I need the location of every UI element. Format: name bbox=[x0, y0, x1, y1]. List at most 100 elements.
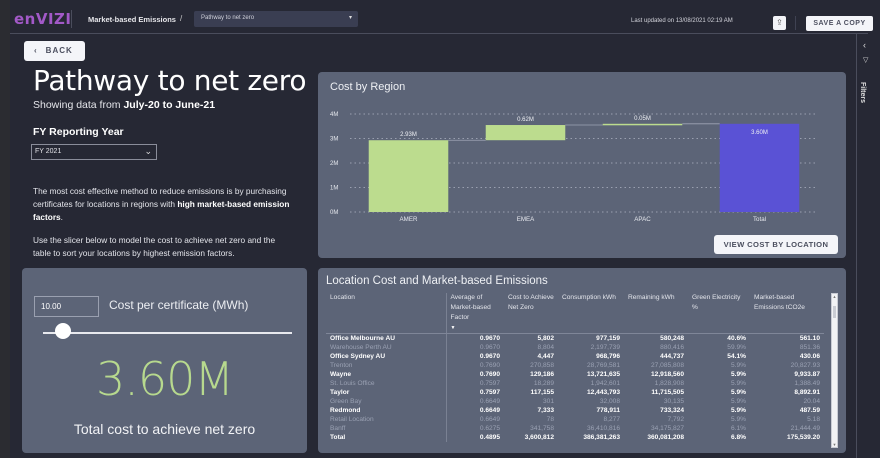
table-cell: 175,539.20 bbox=[786, 434, 820, 441]
table-cell: 20.04 bbox=[803, 398, 820, 405]
export-icon: ⇪ bbox=[776, 18, 783, 27]
table-row[interactable]: Trenton 0.7690 270,858 28,769,581 27,085,808… bbox=[326, 361, 824, 370]
location-name-cell: Office Melbourne AU bbox=[326, 333, 447, 343]
scroll-up-arrow-icon[interactable]: ▲ bbox=[832, 294, 837, 299]
table-cell: 3,600,812 bbox=[524, 434, 554, 441]
table-cell: 0.6649 bbox=[479, 416, 500, 423]
subtitle-prefix: Showing data from bbox=[33, 99, 124, 111]
table-cell: 6.8% bbox=[730, 434, 746, 441]
table-scrollbar[interactable]: ▲ ▼ bbox=[831, 293, 838, 448]
table-row[interactable]: Banff 0.6275 341,758 36,410,816 34,175,827 6.… bbox=[326, 424, 824, 433]
y-tick-label: 0M bbox=[330, 210, 338, 216]
location-name-cell: Trenton bbox=[326, 361, 447, 370]
location-name-cell: Warehouse Perth AU bbox=[326, 343, 447, 352]
top-bar: enVIZI Market-based Emissions / Pathway … bbox=[10, 4, 873, 34]
table-cell: 977,159 bbox=[596, 335, 620, 342]
location-name-cell: Taylor bbox=[326, 388, 447, 397]
table-cell: 12,443,793 bbox=[586, 389, 620, 396]
column-header-location[interactable]: Location bbox=[326, 293, 447, 334]
table-cell: 1,828,908 bbox=[654, 380, 684, 387]
save-a-copy-button[interactable]: SAVE A COPY bbox=[806, 16, 873, 31]
cost-slider-track[interactable] bbox=[43, 332, 292, 334]
chevron-down-icon: ⌄ bbox=[144, 146, 152, 156]
page-select-dropdown[interactable]: Pathway to net zero ▾ bbox=[194, 11, 358, 27]
sort-descending-icon[interactable]: ▼ bbox=[450, 325, 456, 331]
table-cell: 129,186 bbox=[530, 371, 554, 378]
table-row[interactable]: Green Bay 0.6649 301 32,008 30,135 5.9% 20.04 bbox=[326, 397, 824, 406]
location-cost-table-card: Location Cost and Market-based Emissions… bbox=[318, 268, 846, 453]
table-cell: 5.9% bbox=[730, 416, 746, 423]
table-cell: 30,135 bbox=[663, 398, 684, 405]
table-header-row: Location Average of Market-based Factor ▼… bbox=[326, 293, 824, 334]
table-cell: 1,388.49 bbox=[794, 380, 820, 387]
table-cell: 778,911 bbox=[596, 407, 620, 414]
table-title: Location Cost and Market-based Emissions bbox=[326, 275, 548, 287]
table-cell: 18,289 bbox=[533, 380, 554, 387]
location-name-cell: Office Sydney AU bbox=[326, 352, 447, 361]
table-row[interactable]: St. Louis Office 0.7597 18,289 1,942,601 1,8… bbox=[326, 379, 824, 388]
table-row[interactable]: Warehouse Perth AU 0.9670 8,804 2,197,739 88… bbox=[326, 343, 824, 352]
table-cell: 733,324 bbox=[660, 407, 684, 414]
table-cell: 0.7690 bbox=[479, 362, 500, 369]
bar-apac[interactable] bbox=[602, 123, 683, 126]
location-name-cell: Green Bay bbox=[326, 397, 447, 406]
column-header-green-electricity[interactable]: Green Electricity % bbox=[688, 293, 750, 334]
table-cell: 5.9% bbox=[730, 398, 746, 405]
table-cell: 4,447 bbox=[537, 353, 554, 360]
subtitle-range: July-20 to June-21 bbox=[123, 99, 216, 111]
cost-per-certificate-input[interactable]: 10.00 bbox=[34, 296, 99, 317]
export-button[interactable]: ⇪ bbox=[773, 16, 786, 30]
back-button[interactable]: ‹ BACK bbox=[24, 41, 85, 61]
table-row[interactable]: Office Melbourne AU 0.9670 5,802 977,159 580… bbox=[326, 333, 824, 343]
back-label: BACK bbox=[45, 46, 73, 55]
table-cell: 34,175,827 bbox=[650, 425, 684, 432]
table-cell: 11,715,505 bbox=[651, 389, 684, 396]
column-header-cost[interactable]: Cost to Achieve Net Zero bbox=[504, 293, 558, 334]
view-cost-by-location-button[interactable]: VIEW COST BY LOCATION bbox=[714, 235, 838, 254]
table-cell: 880,416 bbox=[660, 344, 684, 351]
x-tick-label: APAC bbox=[634, 216, 651, 223]
table-cell: 5.9% bbox=[730, 380, 746, 387]
table-cell: 444,737 bbox=[660, 353, 684, 360]
filters-pane[interactable]: ‹ ▽ Filters bbox=[856, 34, 880, 458]
table-cell: 270,858 bbox=[530, 362, 554, 369]
y-tick-label: 1M bbox=[330, 186, 338, 192]
chevron-left-icon: ‹ bbox=[34, 46, 38, 55]
chevron-left-icon[interactable]: ‹ bbox=[863, 40, 866, 50]
data-label: 2.93M bbox=[400, 132, 417, 138]
scroll-down-arrow-icon[interactable]: ▼ bbox=[832, 442, 837, 447]
table-cell: 580,248 bbox=[660, 335, 684, 342]
table-cell: 0.6275 bbox=[479, 425, 500, 432]
table-cell: 5.9% bbox=[730, 407, 746, 414]
cost-slider-handle[interactable] bbox=[54, 323, 71, 339]
table-row[interactable]: Redmond 0.6649 7,333 778,911 733,324 5.9% 487.… bbox=[326, 406, 824, 415]
column-header-remaining[interactable]: Remaining kWh bbox=[624, 293, 688, 334]
description-end: . bbox=[60, 212, 63, 222]
bar-amer[interactable] bbox=[368, 140, 449, 212]
table-cell: 9,933.87 bbox=[794, 371, 820, 378]
table-cell: 7,333 bbox=[537, 407, 554, 414]
location-name-cell: Banff bbox=[326, 424, 447, 433]
table-row[interactable]: Wayne 0.7690 129,186 13,721,635 12,918,560 5.… bbox=[326, 370, 824, 379]
table-row[interactable]: Taylor 0.7597 117,155 12,443,793 11,715,505 5… bbox=[326, 388, 824, 397]
column-header-consumption[interactable]: Consumption kWh bbox=[558, 293, 624, 334]
scroll-thumb[interactable] bbox=[833, 306, 836, 318]
x-tick-label: EMEA bbox=[517, 216, 535, 223]
breadcrumb-market-based-emissions[interactable]: Market-based Emissions bbox=[88, 15, 176, 24]
column-header-market-factor[interactable]: Average of Market-based Factor ▼ bbox=[446, 293, 504, 334]
table-row[interactable]: Retail Location 0.6649 78 8,277 7,792 5.9% 5.1… bbox=[326, 415, 824, 424]
table-cell: 5.9% bbox=[730, 389, 746, 396]
table-cell: 12,918,560 bbox=[650, 371, 684, 378]
bar-emea[interactable] bbox=[485, 125, 566, 141]
table-total-row[interactable]: Total 0.4895 3,600,812 386,381,263 360,081,2… bbox=[326, 433, 824, 442]
description-paragraph: The most cost effective method to reduce… bbox=[33, 185, 295, 224]
table-cell: 7,792 bbox=[667, 416, 684, 423]
table-cell: 21,444.49 bbox=[790, 425, 820, 432]
table-row[interactable]: Office Sydney AU 0.9670 4,447 968,796 444,73… bbox=[326, 352, 824, 361]
bar-total[interactable] bbox=[719, 123, 800, 212]
filters-label[interactable]: Filters bbox=[859, 82, 866, 104]
fy-reporting-year-select[interactable]: FY 2021 ⌄ bbox=[31, 144, 157, 160]
column-header-emissions[interactable]: Market-based Emissions tCO2e bbox=[750, 293, 824, 334]
table-cell: 430.06 bbox=[799, 353, 820, 360]
envizi-logo: enVIZI bbox=[14, 10, 72, 28]
